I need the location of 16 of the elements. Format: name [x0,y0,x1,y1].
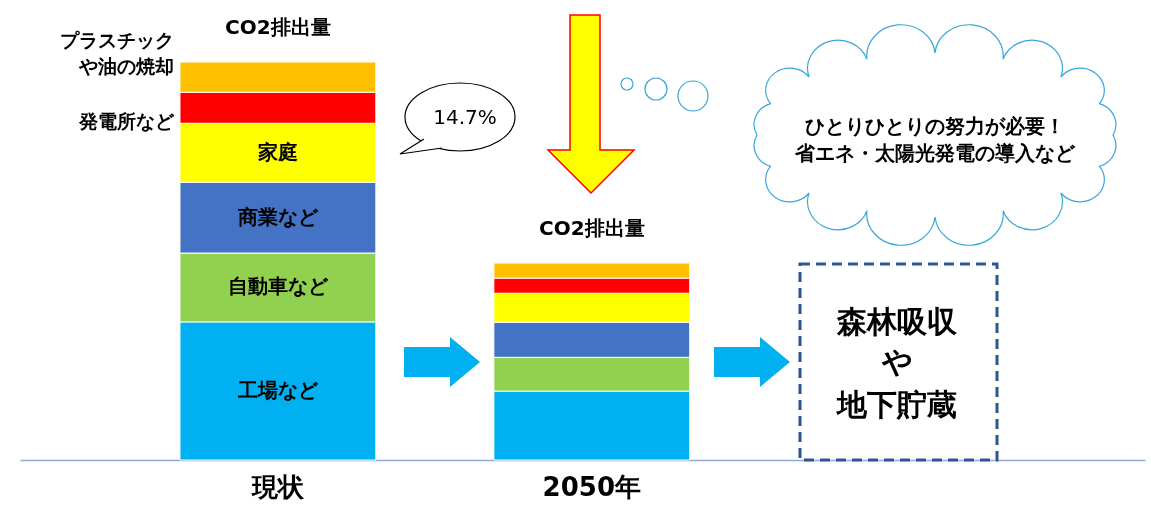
series-label: 自動車など [227,274,329,299]
series-label: 家庭 [256,139,298,164]
text: ひとりひとりの努力が必要！ [805,112,1065,140]
series-label: 商業など [236,204,319,229]
annotation: CO2排出量 [225,15,331,39]
series-label: 工場など [236,377,319,402]
text: や [881,342,913,381]
text: 森林吸収 [837,302,957,341]
text: 地下貯蔵 [837,385,957,424]
x-tick-label: 現状 [250,471,305,502]
text: 省エネ・太陽光発電の導入など [795,139,1075,167]
x-tick-label: 2050年 [542,471,641,502]
annotation: CO2排出量 [538,215,645,240]
series-label: プラスチックや油の焼却 [59,29,174,78]
series-label: 発電所など [77,109,175,132]
annotation: 14.7% [433,105,497,129]
